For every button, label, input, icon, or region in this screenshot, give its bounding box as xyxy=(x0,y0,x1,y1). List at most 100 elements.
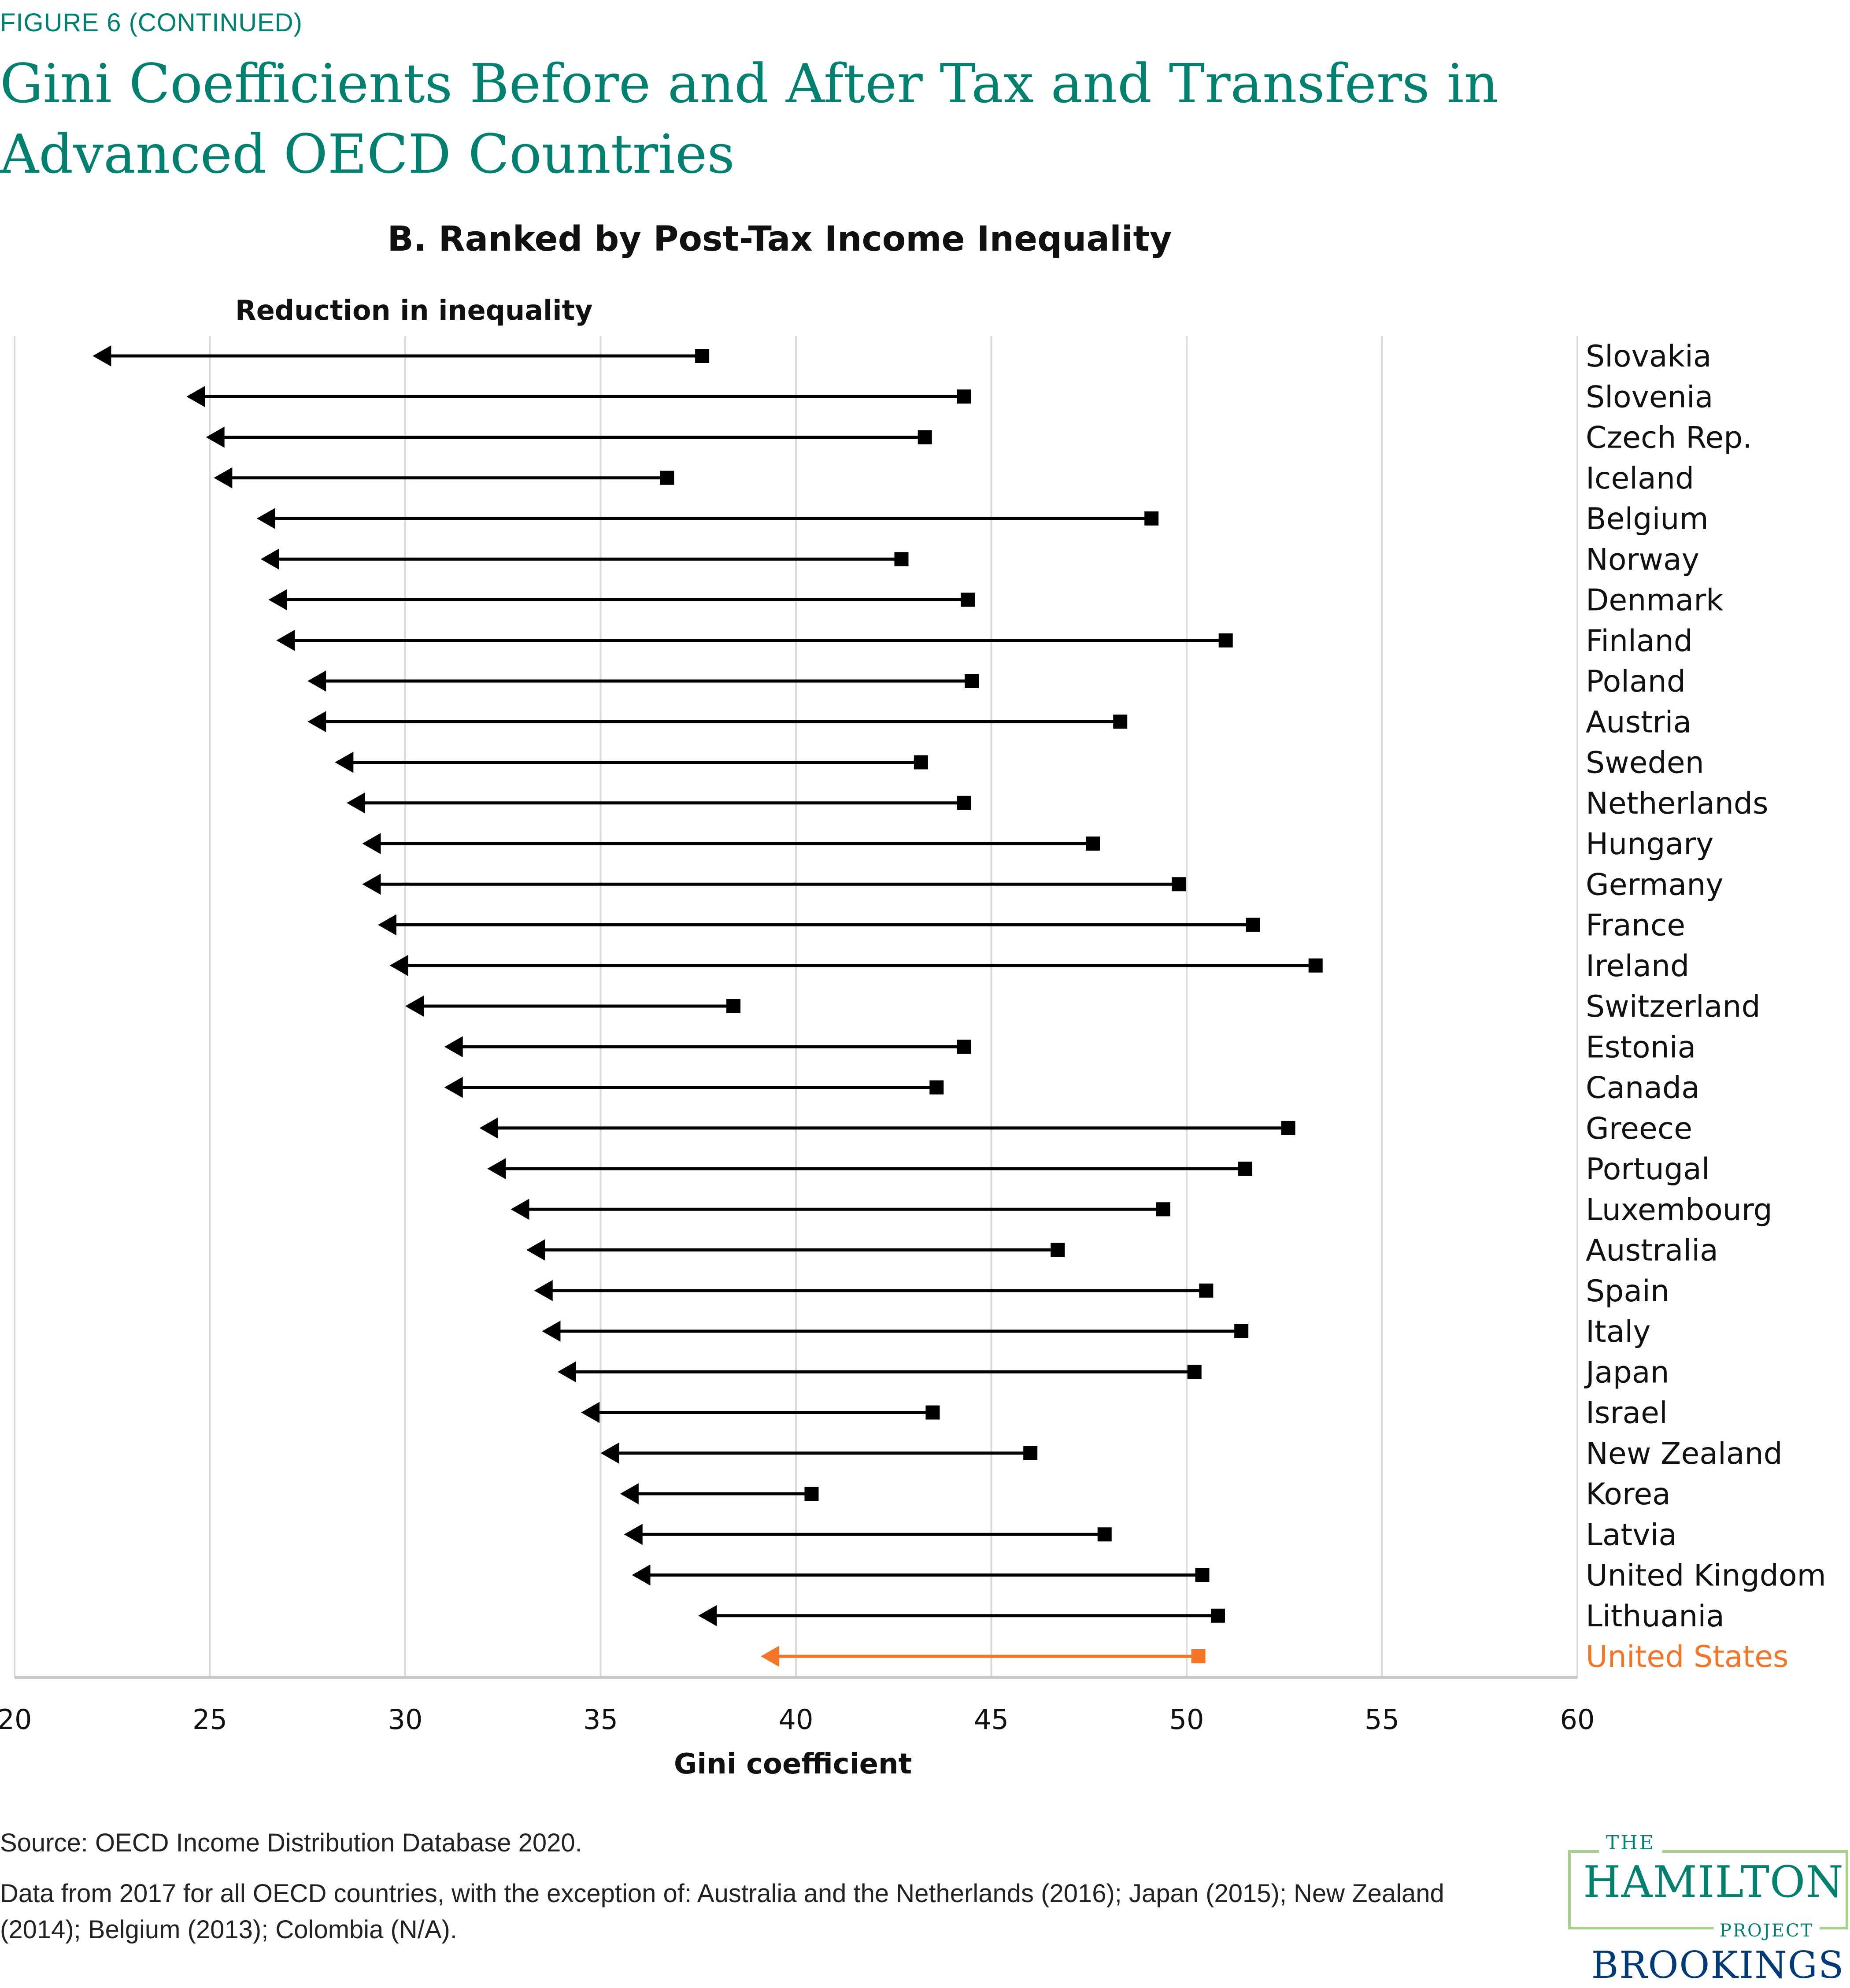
row-switzerland xyxy=(405,996,741,1017)
row-lithuania xyxy=(698,1605,1225,1626)
pre-tax-marker xyxy=(660,470,674,485)
pre-tax-marker xyxy=(965,674,979,688)
x-tick-label: 30 xyxy=(388,1703,423,1736)
gridlines xyxy=(14,336,1578,1677)
x-tick-label: 25 xyxy=(192,1703,227,1736)
source-note: Source: OECD Income Distribution Databas… xyxy=(0,1829,582,1857)
pre-tax-marker xyxy=(726,999,741,1013)
logo-brookings: BROOKINGS xyxy=(1591,1944,1845,1987)
row-ireland xyxy=(389,955,1323,976)
category-label: Iceland xyxy=(1586,461,1694,496)
pre-tax-marker xyxy=(1238,1162,1253,1176)
post-tax-arrowhead xyxy=(444,1077,463,1098)
pre-tax-marker xyxy=(1246,918,1260,932)
post-tax-arrowhead xyxy=(581,1402,600,1423)
pre-tax-marker xyxy=(1113,714,1128,729)
post-tax-arrowhead xyxy=(511,1199,529,1220)
category-label: Israel xyxy=(1586,1396,1668,1431)
x-axis-label: Gini coefficient xyxy=(673,1748,912,1781)
x-tick-labels: 20 25 30 35 40 45 50 55 60 xyxy=(0,1703,1595,1736)
post-tax-arrowhead xyxy=(92,345,111,367)
category-labels: Slovakia Slovenia Czech Rep. Iceland Belgium… xyxy=(1584,339,1826,1674)
chart-marks xyxy=(92,345,1323,1667)
post-tax-arrowhead xyxy=(186,386,205,407)
row-slovenia xyxy=(186,386,971,407)
category-label: United Kingdom xyxy=(1586,1559,1826,1593)
pre-tax-marker xyxy=(804,1487,819,1501)
category-label: Belgium xyxy=(1586,502,1709,537)
category-label: Austria xyxy=(1586,705,1691,740)
pre-tax-marker xyxy=(1023,1446,1038,1460)
pre-tax-marker xyxy=(957,796,971,810)
category-label: Slovakia xyxy=(1586,339,1712,374)
logo-border xyxy=(1568,1850,1848,1929)
row-new-zealand xyxy=(600,1442,1038,1464)
logo-the: THE xyxy=(1599,1832,1662,1854)
row-estonia xyxy=(444,1036,971,1058)
post-tax-arrowhead xyxy=(214,467,233,489)
pre-tax-marker xyxy=(1281,1121,1295,1135)
x-tick-label: 50 xyxy=(1169,1703,1204,1736)
row-portugal xyxy=(487,1158,1253,1179)
category-label: Luxembourg xyxy=(1586,1192,1772,1227)
row-slovakia xyxy=(92,345,710,367)
row-austria xyxy=(307,711,1128,733)
x-tick-label: 35 xyxy=(583,1703,618,1736)
post-tax-arrowhead xyxy=(698,1605,717,1626)
pre-tax-marker xyxy=(929,1080,944,1095)
row-germany xyxy=(362,874,1186,895)
row-hungary xyxy=(362,833,1100,854)
category-label: Hungary xyxy=(1586,827,1713,862)
category-label: Switzerland xyxy=(1586,989,1761,1024)
post-tax-arrowhead xyxy=(534,1280,553,1301)
pre-tax-marker xyxy=(1144,511,1159,526)
row-japan xyxy=(557,1361,1202,1383)
post-tax-arrowhead xyxy=(307,670,326,692)
pre-tax-marker xyxy=(1199,1283,1214,1298)
row-poland xyxy=(307,670,979,692)
category-label: Canada xyxy=(1586,1071,1700,1106)
pre-tax-marker xyxy=(1051,1243,1065,1257)
post-tax-arrowhead xyxy=(256,508,275,529)
post-tax-arrowhead xyxy=(362,874,381,895)
category-label: Portugal xyxy=(1586,1152,1710,1187)
x-tick-label: 55 xyxy=(1365,1703,1399,1736)
pre-tax-marker xyxy=(957,1040,971,1054)
pre-tax-marker xyxy=(1195,1568,1210,1582)
post-tax-arrowhead xyxy=(268,589,287,611)
post-tax-arrowhead xyxy=(335,752,354,773)
row-israel xyxy=(581,1402,940,1423)
post-tax-arrowhead xyxy=(542,1321,561,1342)
post-tax-arrowhead xyxy=(260,548,279,570)
chart-title: Gini Coefficients Before and After Tax a… xyxy=(0,52,1499,185)
category-label: Czech Rep. xyxy=(1586,421,1752,455)
post-tax-arrowhead xyxy=(206,426,225,448)
row-latvia xyxy=(624,1524,1112,1545)
category-label: Latvia xyxy=(1586,1518,1677,1552)
post-tax-arrowhead xyxy=(444,1036,463,1058)
category-label: Norway xyxy=(1586,542,1699,577)
category-label: Finland xyxy=(1586,624,1693,659)
row-iceland xyxy=(214,467,674,489)
row-czech-rep- xyxy=(206,426,932,448)
row-united-states xyxy=(761,1646,1206,1667)
post-tax-arrowhead xyxy=(632,1564,651,1586)
x-tick-label: 60 xyxy=(1560,1703,1595,1736)
category-label: Japan xyxy=(1584,1355,1669,1390)
logo-hamilton: HAMILTON xyxy=(1583,1857,1844,1907)
row-australia xyxy=(526,1239,1065,1261)
row-france xyxy=(377,914,1260,936)
hamilton-brookings-logo: THE HAMILTON PROJECT BROOKINGS xyxy=(1568,1819,1850,1987)
category-label: New Zealand xyxy=(1586,1436,1783,1471)
post-tax-arrowhead xyxy=(526,1239,545,1261)
pre-tax-marker xyxy=(1308,958,1323,973)
row-canada xyxy=(444,1077,944,1098)
pre-tax-marker xyxy=(1210,1608,1225,1623)
logo-project: PROJECT xyxy=(1713,1921,1820,1941)
category-label: Spain xyxy=(1586,1274,1669,1309)
post-tax-arrowhead xyxy=(307,711,326,733)
x-tick-label: 20 xyxy=(0,1703,32,1736)
category-label: Greece xyxy=(1586,1111,1692,1146)
pre-tax-marker xyxy=(1086,837,1100,851)
pre-tax-marker xyxy=(1191,1649,1206,1663)
